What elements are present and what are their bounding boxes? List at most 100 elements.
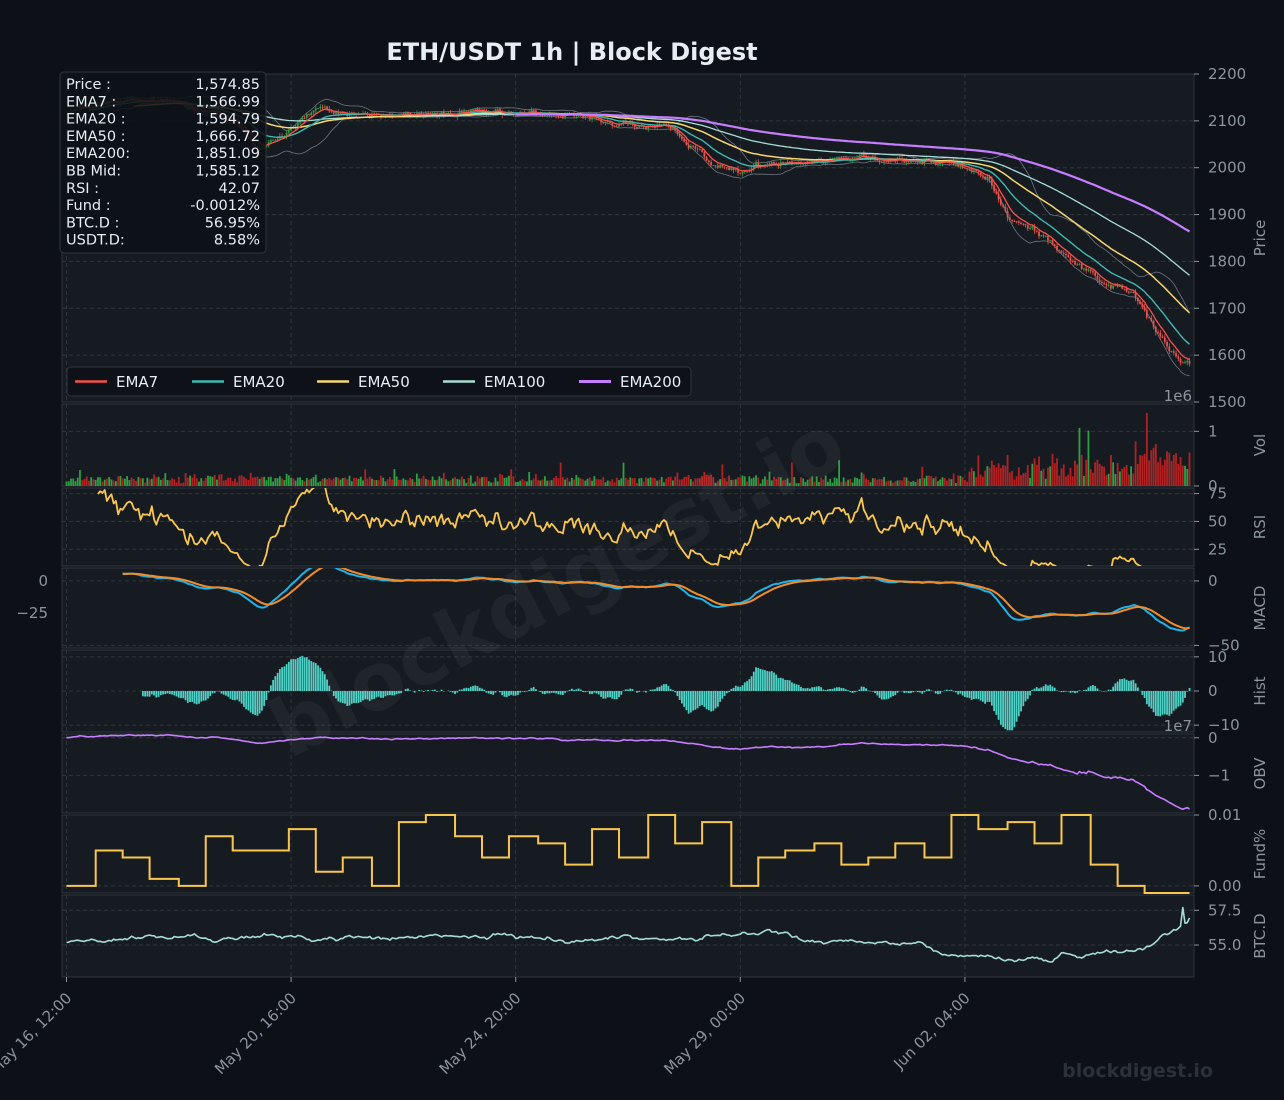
y-tick-1: 50 — [1208, 512, 1227, 530]
volume-bar — [380, 476, 382, 486]
volume-bar — [492, 482, 494, 486]
volume-bar — [367, 479, 369, 486]
volume-bar — [924, 478, 926, 486]
hist-bar — [1052, 686, 1054, 691]
hist-bar — [1130, 681, 1132, 691]
volume-bar — [117, 476, 119, 486]
volume-bar — [1099, 464, 1101, 486]
hist-bar — [1031, 690, 1033, 691]
hist-bar — [744, 682, 746, 691]
volume-bar — [454, 477, 456, 486]
hist-bar — [814, 687, 816, 691]
info-label-6: RSI : — [66, 181, 99, 197]
volume-bar — [218, 475, 220, 486]
hist-bar — [955, 691, 957, 692]
candle-body — [1020, 223, 1022, 224]
candle-body — [324, 106, 326, 107]
hist-bar — [1114, 683, 1116, 691]
hist-bar — [661, 685, 663, 691]
hist-bar — [557, 691, 559, 694]
info-label-9: USDT.D: — [66, 233, 125, 249]
hist-bar — [194, 691, 196, 704]
hist-bar — [818, 686, 820, 691]
volume-bar — [1056, 458, 1058, 486]
volume-bar — [189, 476, 191, 486]
hist-bar — [196, 691, 198, 704]
volume-bar — [513, 476, 515, 486]
candle-body — [1130, 292, 1132, 293]
volume-bar — [290, 478, 292, 486]
candle-body — [1150, 318, 1152, 321]
y-tick-0: 0.01 — [1208, 806, 1241, 824]
volume-bar — [1141, 456, 1143, 486]
hist-bar — [1020, 691, 1022, 711]
candle-body — [782, 162, 784, 163]
volume-bar — [436, 480, 438, 486]
candle-body — [1013, 221, 1015, 222]
volume-bar — [389, 477, 391, 486]
volume-bar — [1103, 467, 1105, 486]
candle-body — [1126, 289, 1128, 292]
volume-bar — [236, 482, 238, 486]
hist-bar — [1110, 690, 1112, 691]
candle-body — [1173, 351, 1175, 352]
candle-body — [692, 146, 694, 147]
hist-bar — [598, 691, 600, 694]
volume-bar — [1123, 467, 1125, 486]
hist-bar — [522, 691, 524, 692]
volume-bar — [1029, 478, 1031, 486]
volume-bar — [99, 477, 101, 486]
candle-body — [1159, 333, 1161, 337]
hist-bar — [685, 691, 687, 710]
volume-bar — [937, 481, 939, 486]
y-tick-1: 1600 — [1208, 346, 1246, 364]
candle-body — [1092, 271, 1094, 272]
volume-bar — [883, 477, 885, 486]
y-axis-label: BTC.D — [1251, 913, 1269, 958]
candle-body — [1076, 264, 1078, 265]
y-tick-0: 1500 — [1208, 393, 1246, 411]
legend-label-0: EMA7 — [116, 373, 158, 391]
candle-body — [998, 194, 1000, 200]
volume-bar — [351, 481, 353, 486]
hist-bar — [852, 691, 854, 693]
volume-bar — [641, 478, 643, 486]
candle-body — [1056, 246, 1058, 250]
volume-bar — [115, 481, 117, 486]
volume-bar — [221, 474, 223, 486]
volume-bar — [111, 479, 113, 486]
hist-bar — [973, 691, 975, 699]
hist-bar — [178, 691, 180, 698]
volume-bar — [960, 476, 962, 486]
hist-bar — [569, 690, 571, 691]
candle-body — [1079, 264, 1081, 265]
candle-body — [1007, 211, 1009, 217]
volume-bar — [185, 473, 187, 486]
x-tick-label-0: May 16, 12:00 — [0, 989, 75, 1078]
volume-bar — [230, 478, 232, 486]
volume-bar — [1186, 469, 1188, 486]
hist-bar — [508, 691, 510, 696]
volume-bar — [627, 480, 629, 486]
volume-bar — [1027, 465, 1029, 486]
hist-bar — [663, 684, 665, 691]
candle-body — [879, 160, 881, 161]
volume-bar — [1162, 465, 1164, 486]
candle-body — [1016, 221, 1018, 222]
volume-bar — [872, 478, 874, 486]
hist-bar — [692, 691, 694, 711]
volume-bar — [1000, 468, 1002, 486]
hist-bar — [546, 691, 548, 693]
volume-bar — [517, 482, 519, 486]
volume-bar — [874, 478, 876, 486]
info-value-9: 8.58% — [214, 233, 260, 249]
hist-bar — [1085, 690, 1087, 691]
volume-bar — [119, 476, 121, 486]
volume-bar — [243, 477, 245, 486]
volume-bar — [288, 475, 290, 486]
volume-bar — [1126, 465, 1128, 486]
volume-bar — [540, 481, 542, 486]
candle-body — [1108, 285, 1110, 286]
volume-bar — [232, 481, 234, 486]
